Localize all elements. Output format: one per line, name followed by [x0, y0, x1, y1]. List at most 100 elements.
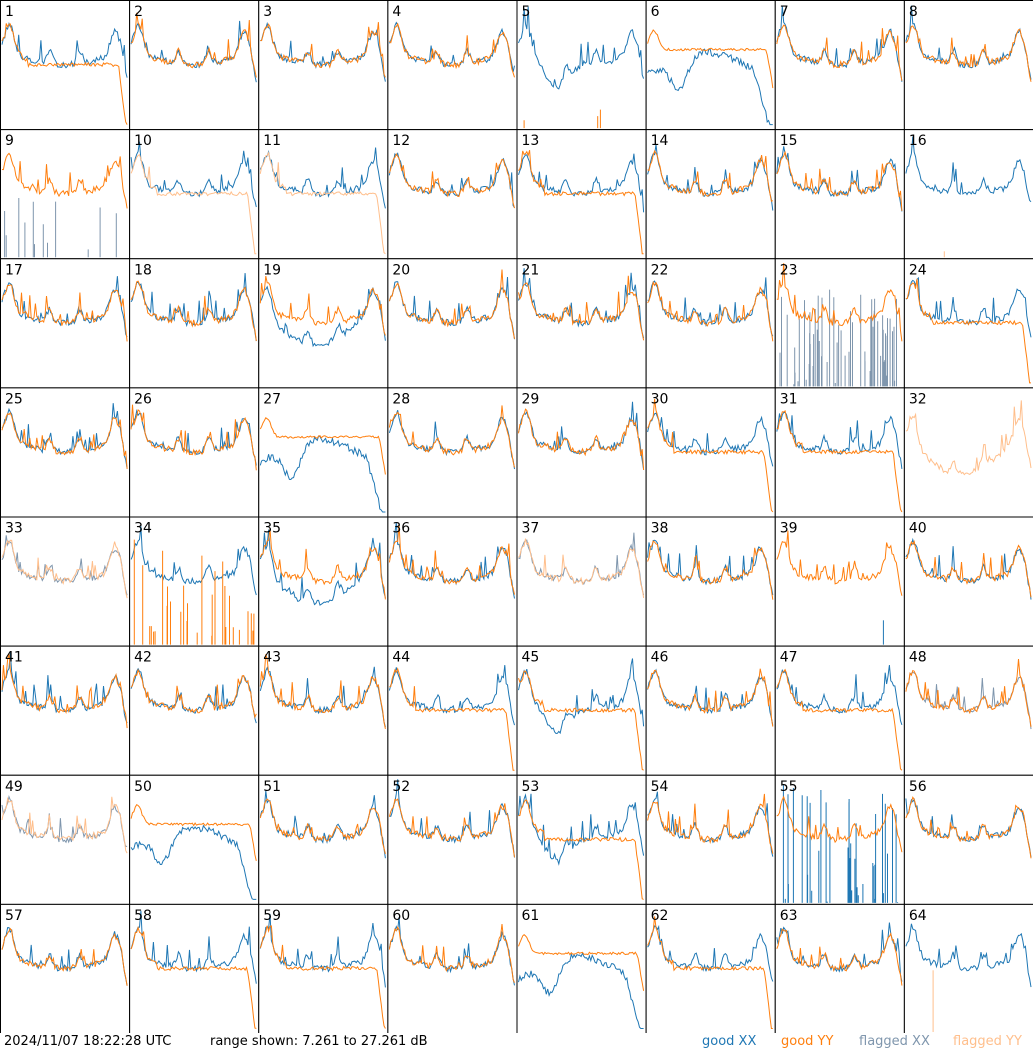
- panel-50: 50: [129, 774, 260, 905]
- series-good-xx: [130, 273, 257, 342]
- panel-20: 20: [387, 258, 518, 389]
- panel-49: 49: [0, 774, 131, 905]
- panel-29: 29: [516, 387, 647, 518]
- panel-8: 8: [903, 0, 1033, 131]
- series-good-yy: [388, 405, 515, 468]
- panel-11: 11: [258, 129, 389, 260]
- panel-label: 44: [392, 650, 410, 666]
- panel-44: 44: [387, 645, 518, 776]
- series-flagged-xx: [4, 198, 117, 258]
- series-good-yy: [647, 29, 774, 89]
- series-good-xx: [388, 522, 515, 599]
- series-good-yy: [130, 925, 257, 1029]
- panel-label: 15: [780, 133, 798, 149]
- series-good-yy: [647, 668, 774, 727]
- series-good-yy: [647, 540, 774, 600]
- series-good-yy: [133, 539, 255, 645]
- panel-47: 47: [774, 645, 905, 776]
- panel-7: 7: [774, 0, 905, 131]
- panel-label: 6: [651, 4, 660, 20]
- series-good-xx: [647, 668, 774, 726]
- series-good-yy: [388, 923, 515, 983]
- panel-3: 3: [258, 0, 389, 131]
- panel-55: 55: [774, 774, 905, 905]
- series-good-yy: [259, 798, 386, 855]
- panel-13: 13: [516, 129, 647, 260]
- series-good-yy: [905, 278, 1031, 384]
- panel-21: 21: [516, 258, 647, 389]
- panel-label: 49: [5, 779, 23, 795]
- panel-62: 62: [645, 903, 776, 1033]
- legend-good-xx: good XX: [702, 1034, 757, 1049]
- panel-57: 57: [0, 903, 131, 1033]
- panel-label: 19: [263, 262, 281, 278]
- panel-frame: [0, 516, 131, 647]
- series-good-xx: [130, 910, 257, 984]
- panel-frame: [774, 516, 905, 647]
- panel-label: 64: [909, 908, 927, 924]
- panel-frame: [258, 387, 389, 518]
- panel-label: 26: [134, 391, 152, 407]
- panel-label: 57: [5, 908, 23, 924]
- panel-frame: [645, 0, 776, 131]
- panel-25: 25: [0, 387, 131, 518]
- series-good-yy: [776, 928, 903, 986]
- panel-48: 48: [903, 645, 1033, 776]
- panel-23: 23: [774, 258, 905, 389]
- series-good-xx: [905, 923, 1032, 988]
- panel-label: 18: [134, 262, 152, 278]
- panel-label: 48: [909, 650, 927, 666]
- panel-label: 42: [134, 650, 152, 666]
- series-good-xx: [776, 5, 903, 82]
- panel-frame: [903, 387, 1033, 518]
- panel-label: 10: [134, 133, 152, 149]
- panel-42: 42: [129, 645, 260, 776]
- panel-label: 36: [392, 521, 410, 537]
- range-text: range shown: 7.261 to 27.261 dB: [210, 1034, 428, 1049]
- panel-46: 46: [645, 645, 776, 776]
- panel-label: 7: [780, 4, 789, 20]
- series-good-yy: [1, 927, 128, 986]
- series-good-yy: [518, 670, 644, 771]
- panel-label: 27: [263, 391, 281, 407]
- series-good-xx: [1, 652, 128, 724]
- panel-56: 56: [903, 774, 1033, 905]
- panel-frame: [516, 0, 647, 131]
- series-flagged-yy: [905, 400, 1032, 476]
- panel-label: 4: [392, 4, 401, 20]
- panel-frame: [387, 645, 518, 776]
- panel-label: 45: [522, 650, 540, 666]
- panel-label: 9: [5, 133, 14, 149]
- panel-14: 14: [645, 129, 776, 260]
- series-good-yy: [905, 25, 1032, 82]
- panel-52: 52: [387, 774, 518, 905]
- panel-32: 32: [903, 387, 1033, 518]
- panel-label: 54: [651, 779, 669, 795]
- panel-frame: [129, 774, 260, 905]
- legend-good-yy: good YY: [781, 1034, 834, 1049]
- panel-12: 12: [387, 129, 518, 260]
- panel-60: 60: [387, 903, 518, 1033]
- series-good-yy: [388, 152, 515, 209]
- series-good-yy: [260, 22, 386, 78]
- panel-19: 19: [258, 258, 389, 389]
- series-good-yy: [130, 668, 257, 719]
- panel-label: 11: [263, 133, 281, 149]
- panel-15: 15: [774, 129, 905, 260]
- panel-frame: [0, 258, 131, 389]
- series-good-yy: [1, 284, 128, 342]
- panel-label: 37: [522, 521, 540, 537]
- panel-22: 22: [645, 258, 776, 389]
- series-good-yy: [518, 275, 645, 341]
- series-good-xx: [776, 664, 903, 726]
- panel-41: 41: [0, 645, 131, 776]
- panel-10: 10: [129, 129, 260, 260]
- panel-45: 45: [516, 645, 647, 776]
- series-good-xx: [905, 5, 1032, 80]
- panel-label: 55: [780, 779, 798, 795]
- panel-38: 38: [645, 516, 776, 647]
- panel-frame: [903, 903, 1033, 1033]
- series-good-xx: [905, 136, 1032, 203]
- panel-label: 1: [5, 4, 14, 20]
